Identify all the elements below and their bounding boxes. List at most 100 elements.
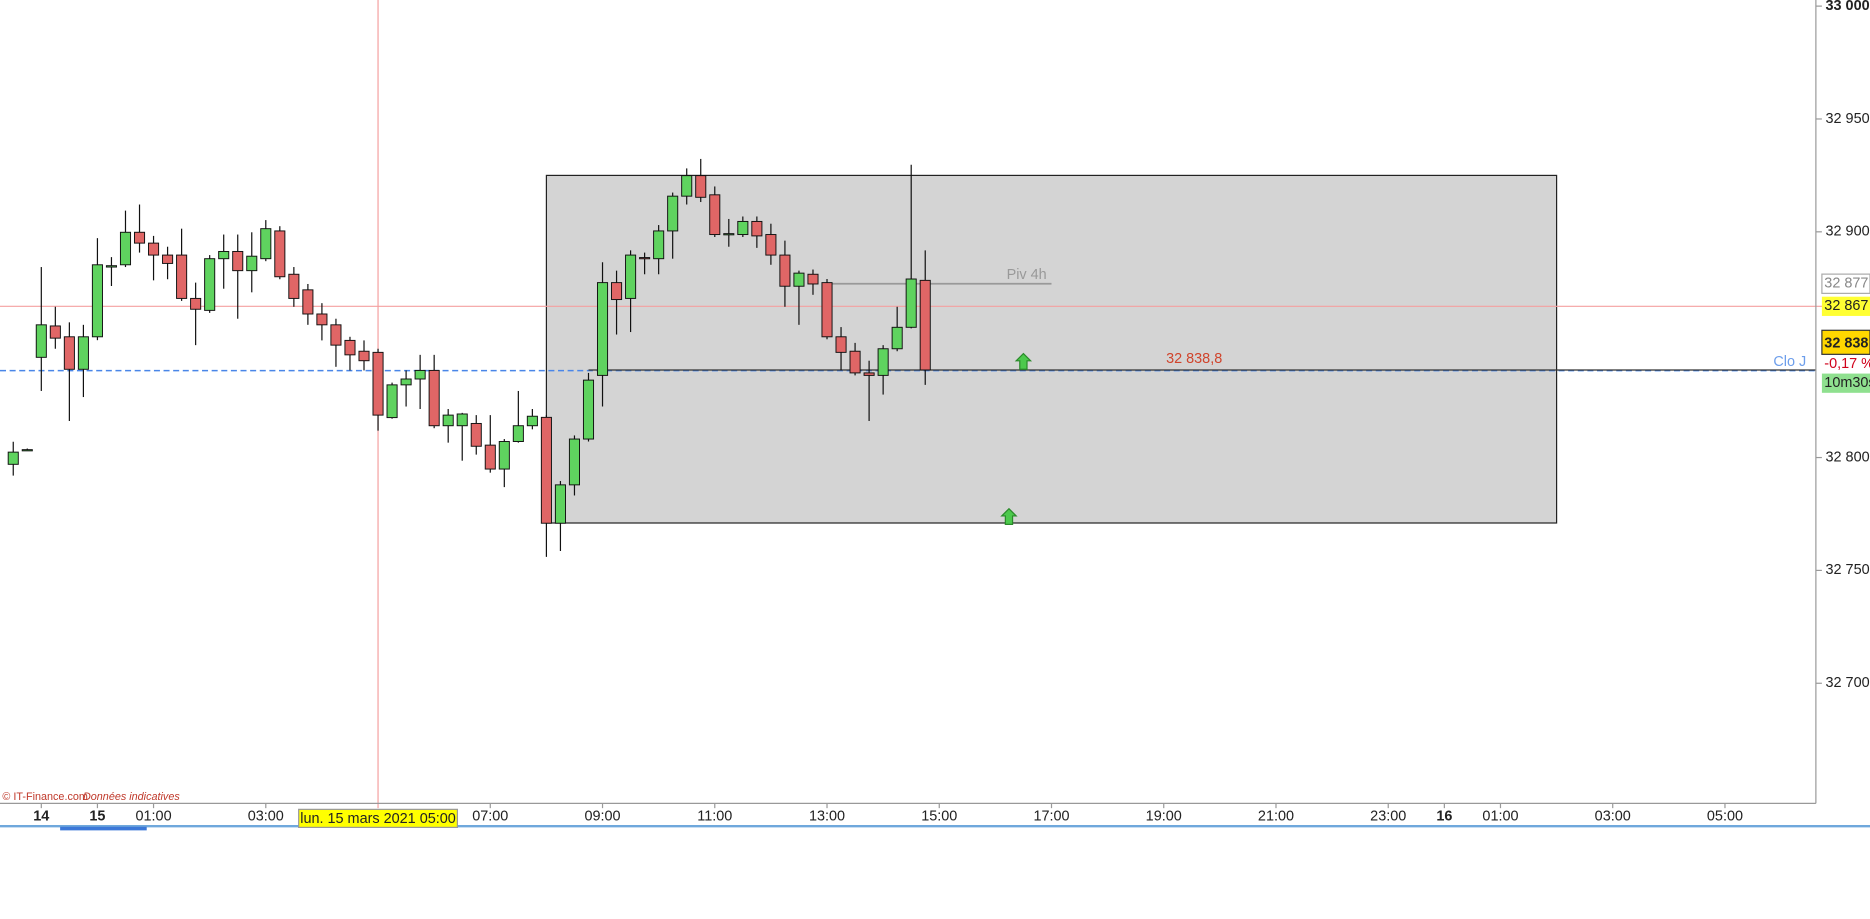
last-axis-box <box>1821 329 1870 355</box>
x-tick-label: 21:00 <box>1258 808 1294 824</box>
last-axis-label: 32 838 <box>1824 335 1868 351</box>
candle-body <box>218 250 230 260</box>
pivot-axis-label-box <box>1821 273 1870 294</box>
y-tick-label: 32 950 <box>1826 111 1870 127</box>
x-tick-label: 23:00 <box>1370 808 1406 824</box>
candle-body <box>611 282 623 301</box>
candle-body <box>540 416 552 524</box>
candle-body <box>835 336 847 353</box>
candle-body <box>330 324 342 346</box>
candle-body <box>849 350 861 374</box>
candle-body <box>274 230 286 278</box>
x-tick-label: 03:00 <box>1595 808 1631 824</box>
candle-body <box>204 258 216 311</box>
candle-body <box>695 175 707 198</box>
candle-body <box>288 273 300 299</box>
pivot-name: Piv 4h <box>1007 267 1047 283</box>
crosshair-axis-label-box <box>1821 296 1870 316</box>
candle-body <box>105 265 117 268</box>
credit: © IT-Finance.com <box>2 791 87 803</box>
x-tick-label: 15 <box>89 808 105 824</box>
candle-body <box>709 194 721 236</box>
arrow-up <box>1000 507 1018 525</box>
candle-body <box>428 369 440 427</box>
y-tick-label: 32 800 <box>1826 449 1870 465</box>
zone-box <box>545 174 1558 524</box>
y-tick-label: 32 900 <box>1826 224 1870 240</box>
candle-body <box>414 369 426 380</box>
x-tick-label: 01:00 <box>136 808 172 824</box>
candle-body <box>821 282 833 338</box>
candle-body <box>316 313 328 326</box>
candle-body <box>344 339 356 356</box>
arrow-up <box>1014 352 1033 370</box>
x-tick-label: 09:00 <box>584 808 620 824</box>
candle-body <box>568 438 580 486</box>
candle-body <box>667 195 679 232</box>
candle-body <box>737 220 749 236</box>
candle-body <box>456 413 468 427</box>
x-tick-label: 11:00 <box>697 808 732 824</box>
candle-body <box>260 228 272 260</box>
candle-body <box>625 254 637 299</box>
candle-body <box>723 233 735 236</box>
x-tick-label: 03:00 <box>248 808 284 824</box>
pivot-axis-label: 32 877 <box>1824 276 1868 292</box>
y-tick-label: 32 750 <box>1826 562 1870 578</box>
candle-body <box>639 257 651 260</box>
x-tick-label: 19:00 <box>1146 808 1182 824</box>
candle-body <box>49 325 61 339</box>
candle-body <box>77 336 89 370</box>
close-line-name: Clo J <box>1773 354 1806 370</box>
candle-body <box>653 230 665 260</box>
candle-body <box>793 272 805 287</box>
candle-body <box>877 348 889 376</box>
candle-body <box>176 254 188 299</box>
candle-body <box>119 231 132 266</box>
x-tick-label: 01:00 <box>1482 808 1518 824</box>
candle-body <box>863 372 875 376</box>
candle-body <box>582 379 595 440</box>
x-tick-label: 16 <box>1436 808 1452 824</box>
candle-body <box>133 231 146 244</box>
candle-body <box>246 255 258 272</box>
candle-body <box>765 234 777 256</box>
candle-body <box>21 449 33 452</box>
candle-body <box>807 273 819 285</box>
crosshair-date-box <box>298 808 459 828</box>
y-tick-label: 32 700 <box>1826 675 1870 691</box>
candle-body <box>512 425 524 443</box>
x-tick-label: 07:00 <box>472 808 508 824</box>
candle-body <box>596 282 609 376</box>
candle-body <box>400 378 412 386</box>
x-tick-label: 14 <box>33 808 49 824</box>
x-tick-label: 13:00 <box>809 808 845 824</box>
candle-body <box>526 415 538 427</box>
candle-body <box>905 278 917 328</box>
plot-layer: Piv 4h <box>0 0 1870 809</box>
candle-body <box>554 484 566 524</box>
timer-label: 10m30s <box>1824 375 1870 391</box>
candle-body <box>891 326 903 350</box>
candle-body <box>162 254 174 264</box>
candle-body <box>442 414 454 427</box>
candle-body <box>91 264 103 338</box>
candle-body <box>372 351 384 416</box>
last-price-label: 32 838,8 <box>1166 351 1222 367</box>
candle-body <box>470 422 482 447</box>
candle-body <box>7 451 19 465</box>
candle-body <box>148 242 160 256</box>
candle-body <box>35 324 47 358</box>
candle-body <box>919 279 931 371</box>
candle-body <box>63 336 75 370</box>
change-label: -0,17 % <box>1824 356 1870 372</box>
candle-body <box>190 297 202 310</box>
x-tick-label: 05:00 <box>1707 808 1743 824</box>
candle-body <box>779 254 791 287</box>
x-tick-label: 15:00 <box>921 808 957 824</box>
candle-body <box>681 175 693 197</box>
timer-box <box>1821 373 1870 393</box>
candle-body <box>386 384 398 419</box>
candle-body <box>302 289 314 315</box>
x-tick-label: 17:00 <box>1033 808 1069 824</box>
